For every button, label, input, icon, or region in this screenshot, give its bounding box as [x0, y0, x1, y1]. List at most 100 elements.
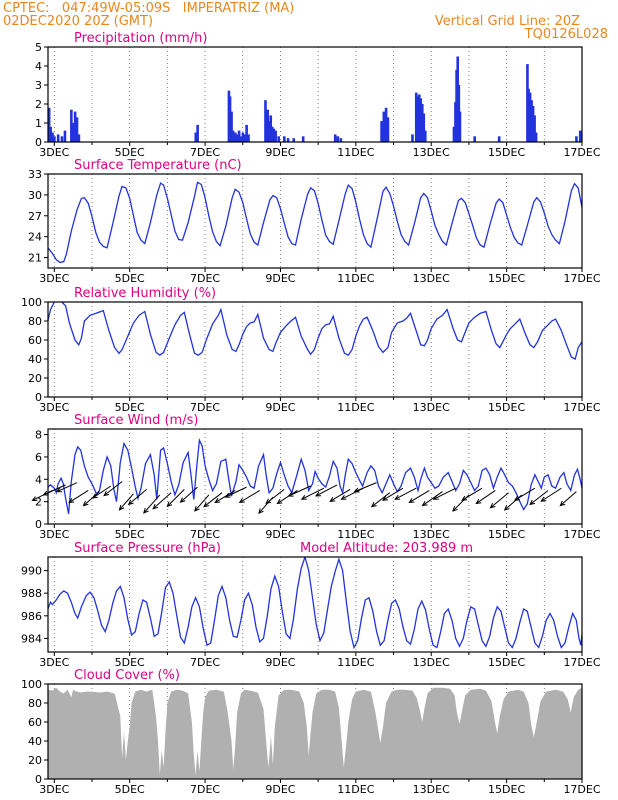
x-tick-label: 11DEC — [337, 401, 374, 414]
x-tick-label: 17DEC — [563, 272, 600, 285]
y-tick-label: 8 — [35, 429, 42, 442]
wind-vector — [422, 491, 443, 506]
precip-bar — [48, 107, 51, 142]
wind-arrowhead — [127, 499, 134, 506]
y-tick-label: 80 — [28, 315, 42, 328]
precip-bar — [414, 92, 418, 142]
wind-arrowhead — [224, 492, 231, 498]
wind-arrowhead — [203, 502, 210, 508]
precip-bar — [527, 88, 530, 142]
wind-arrowhead — [91, 493, 98, 499]
wind-vector — [194, 494, 210, 512]
precip-bar — [333, 134, 337, 142]
x-tick-label: 11DEC — [337, 272, 374, 285]
y-tick-label: 1 — [35, 117, 42, 130]
precip-bar — [292, 138, 296, 142]
precip-bar — [386, 117, 390, 142]
precip-bar — [417, 94, 421, 142]
precip-bar — [575, 136, 578, 142]
y-tick-label: 24 — [28, 231, 42, 244]
wind-vector — [315, 484, 338, 497]
wind-vector — [68, 490, 89, 503]
wind-arrowhead — [287, 491, 294, 497]
precip-bar — [420, 104, 424, 142]
precip-bar — [245, 124, 248, 142]
panel-frame-1 — [47, 173, 583, 269]
panel-frame-2 — [47, 301, 583, 398]
panel-title-2: Relative Humidity (%) — [74, 286, 216, 301]
y-tick-label: 990 — [21, 565, 42, 578]
x-tick-label: 7DEC — [190, 401, 220, 414]
x-tick-label: 3DEC — [39, 656, 69, 669]
series-line-4 — [48, 557, 582, 650]
precip-bar — [473, 136, 476, 142]
precip-bar — [243, 134, 247, 142]
x-tick-label: 5DEC — [115, 656, 145, 669]
wind-vector — [529, 490, 549, 505]
wind-vector — [103, 481, 123, 496]
y-tick-label: 986 — [21, 610, 42, 623]
panel-frame-0 — [47, 46, 583, 143]
wind-arrowhead — [238, 498, 245, 504]
precip-bar — [578, 130, 582, 142]
wind-vector — [461, 487, 483, 501]
x-tick-label: 5DEC — [115, 528, 145, 541]
wind-vector — [265, 488, 285, 504]
precip-bar — [196, 124, 199, 142]
precip-bar — [528, 92, 532, 142]
wind-vector — [214, 490, 236, 503]
x-tick-label: 9DEC — [265, 528, 295, 541]
x-tick-label: 13DEC — [413, 401, 450, 414]
wind-vector — [382, 487, 404, 501]
precip-bar — [530, 100, 533, 142]
y-tick-label: 4 — [35, 473, 42, 486]
header-station: CPTEC: 047:49W-05:09S IMPERATRIZ (MA) — [3, 1, 295, 16]
wind-vector — [540, 487, 562, 502]
precip-bar — [380, 121, 383, 142]
x-tick-label: 13DEC — [413, 656, 450, 669]
y-tick-label: 21 — [28, 252, 42, 265]
wind-vector — [409, 490, 430, 503]
precip-bar — [274, 130, 277, 142]
y-tick-label: 0 — [35, 391, 42, 404]
wind-arrowhead — [214, 498, 221, 504]
wind-arrowhead — [452, 506, 458, 512]
y-tick-label: 100 — [21, 296, 42, 309]
precip-bar — [458, 111, 462, 142]
precip-bar — [194, 132, 198, 142]
wind-vector — [119, 493, 134, 511]
wind-arrowhead — [152, 503, 159, 510]
precip-bar — [56, 134, 60, 142]
precip-bar — [531, 105, 535, 142]
wind-arrowhead — [258, 508, 264, 515]
precip-bar — [70, 109, 73, 142]
y-tick-label: 984 — [21, 632, 42, 645]
x-tick-label: 9DEC — [265, 401, 295, 414]
wind-vector — [394, 487, 417, 500]
precip-bar — [237, 130, 241, 142]
y-tick-label: 2 — [35, 98, 42, 111]
x-tick-label: 5DEC — [115, 272, 145, 285]
precip-bar — [283, 136, 286, 142]
panel-title-4: Surface Pressure (hPa) — [74, 541, 221, 556]
precip-bar — [497, 136, 501, 142]
wind-vector — [514, 487, 536, 501]
panel-frame-5 — [47, 683, 583, 780]
panel-frame-3 — [47, 428, 583, 525]
x-tick-label: 11DEC — [337, 146, 374, 159]
wind-vector — [329, 488, 351, 502]
x-tick-label: 17DEC — [563, 656, 600, 669]
precip-bar — [301, 136, 305, 142]
wind-arrowhead — [461, 495, 468, 501]
series-line-1 — [48, 181, 582, 264]
wind-vector — [560, 491, 577, 506]
wind-arrowhead — [31, 496, 38, 501]
wind-arrowhead — [513, 495, 520, 501]
wind-arrowhead — [82, 500, 89, 507]
wind-vector — [371, 492, 391, 508]
wind-vector — [239, 490, 260, 503]
y-tick-label: 30 — [28, 189, 42, 202]
x-tick-label: 11DEC — [337, 656, 374, 669]
panel-title-0: Precipitation (mm/h) — [74, 31, 207, 46]
y-tick-label: 33 — [28, 168, 42, 181]
